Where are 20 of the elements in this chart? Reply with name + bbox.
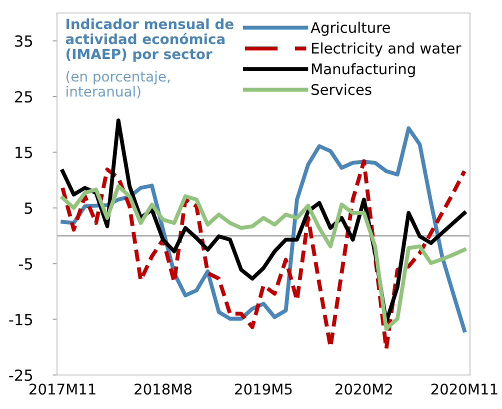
y-tick-label: -5 xyxy=(18,258,32,270)
y-tick-label: -15 xyxy=(9,314,32,326)
y-tick-label: 5 xyxy=(24,202,32,214)
y-tick-label: -25 xyxy=(9,369,32,382)
x-tick-label: 2018M8 xyxy=(134,384,192,395)
y-tick-label: 35 xyxy=(15,35,32,47)
y-tick-label: 25 xyxy=(15,91,32,103)
x-tick-label: 2020M2 xyxy=(336,384,392,395)
x-tick-label: 2019M5 xyxy=(235,384,292,395)
x-tick-label: 2017M11 xyxy=(30,384,96,395)
text: (en porcentaje, interanual) xyxy=(66,70,170,98)
line-series xyxy=(60,184,466,331)
x-tick-label: 2020M11 xyxy=(431,384,498,395)
legend-label: Agriculture xyxy=(310,22,390,36)
line-series xyxy=(60,159,466,351)
text: Indicador mensual de actividad económica (IMAEP) por sector xyxy=(66,18,234,62)
legend-label: Services xyxy=(312,84,372,96)
legend-label: Manufacturing xyxy=(312,63,415,78)
legend-label: Electricity and water xyxy=(312,42,462,57)
y-tick-label: 15 xyxy=(16,146,32,158)
